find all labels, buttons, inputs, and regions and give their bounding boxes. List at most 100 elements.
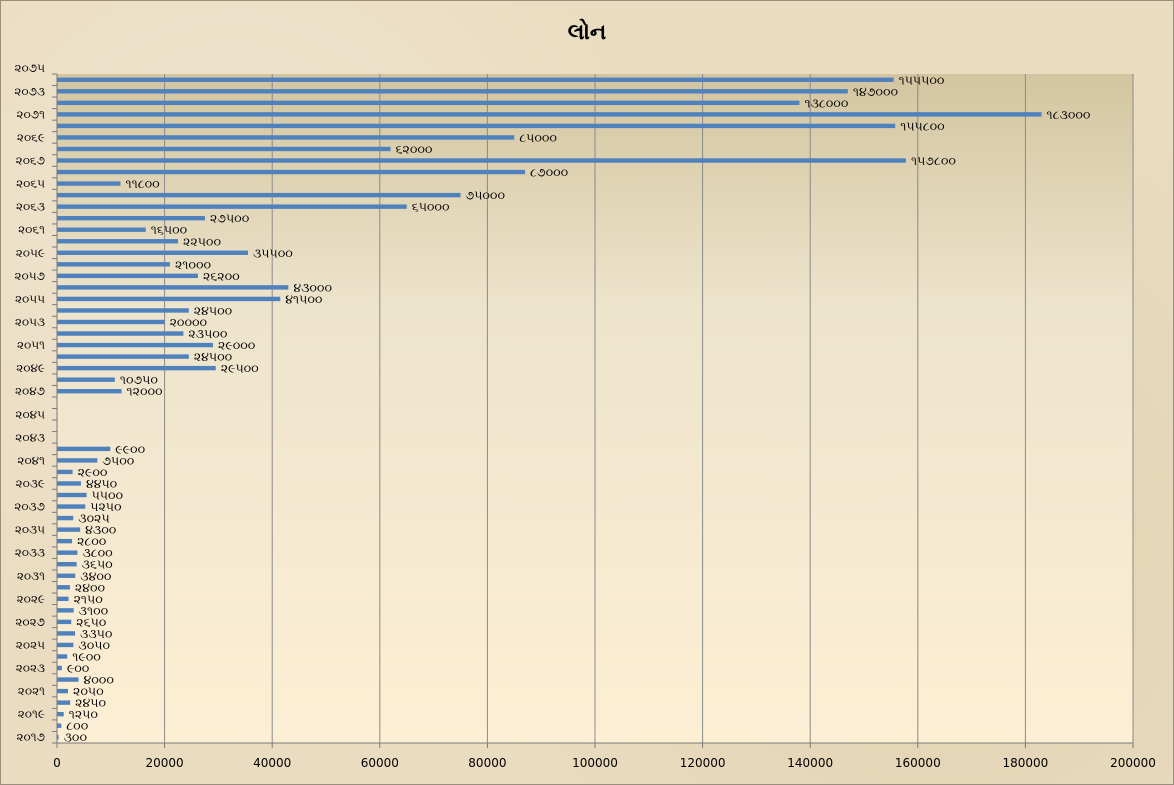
bar	[57, 331, 184, 336]
data-label: ૧૦૭૫૦	[120, 372, 159, 387]
data-label: ૩૩૫૦	[80, 626, 113, 641]
data-label: ૩૮૦૦	[82, 545, 113, 560]
bar	[57, 192, 461, 198]
bar	[57, 585, 70, 590]
data-label: ૨૬૫૦	[76, 614, 107, 629]
y-tick-label: ૨૦૧૭	[17, 730, 46, 744]
x-tick-label: 60000	[361, 756, 399, 770]
y-tick-label: ૨૦૪૫	[15, 407, 45, 421]
data-label: ૨૨૫૦૦	[183, 234, 221, 249]
bar	[57, 665, 62, 671]
y-tick-label: ૨૦૫૯	[16, 246, 45, 260]
data-label: ૧૫૫૫૦૦	[899, 72, 945, 87]
bar	[57, 515, 74, 521]
data-label: ૨૭૫૦૦	[210, 211, 250, 226]
x-tick-label: 0	[53, 756, 61, 770]
y-tick-label: ૨૦૩૯	[16, 476, 45, 490]
data-label: ૨૦૦૦૦	[170, 314, 208, 329]
y-tick-label: ૨૦૭૫	[15, 61, 46, 75]
data-label: ૩૪૦૦	[80, 568, 112, 583]
data-label: ૨૯૦૦૦	[218, 338, 256, 353]
bar	[57, 504, 86, 509]
data-label: ૫૨૫૦	[90, 499, 122, 514]
data-label: ૧૯૦૦	[72, 649, 101, 664]
data-label: ૧૨૦૦૦	[127, 384, 164, 399]
y-tick-label: ૨૦૬૩	[16, 200, 45, 214]
data-label: ૨૪૫૦	[75, 695, 106, 710]
x-tick-label: 20000	[146, 756, 184, 770]
y-tick-label: ૨૦૩૩	[15, 546, 45, 560]
data-label: ૩૬૫૦	[82, 557, 114, 572]
data-label: ૨૩૫૦૦	[188, 326, 227, 341]
data-label: ૨૪૫૦૦	[194, 349, 233, 364]
data-label: ૧૬૫૦૦	[151, 222, 188, 237]
bar	[57, 388, 122, 394]
data-label: ૭૫૦૦	[102, 453, 134, 468]
bar	[57, 492, 87, 498]
data-label: ૩૫૫૦૦	[253, 245, 293, 260]
data-label: ૬૫૦૦૦	[412, 199, 450, 214]
data-label: ૨૯૦૦	[78, 464, 108, 479]
bar	[57, 677, 79, 682]
gridlines	[164, 74, 1134, 743]
data-label: ૨૯૫૦૦	[221, 361, 259, 376]
data-label: ૪૧૫૦૦	[285, 291, 323, 306]
data-label: ૪૦૦૦	[84, 672, 115, 687]
y-tick-label: ૨૦૧૯	[18, 707, 45, 721]
y-tick-label: ૨૦૪૭	[15, 384, 45, 398]
data-label: ૩૦૨૫	[78, 511, 110, 526]
x-tick-label: 80000	[468, 756, 506, 770]
bar	[57, 538, 73, 544]
y-tick-label: ૨૦૬૭	[16, 154, 45, 168]
x-tick-label: 140000	[787, 756, 833, 770]
y-tick-label: ૨૦૩૭	[14, 500, 45, 514]
bar	[57, 527, 81, 532]
axes	[52, 73, 1134, 748]
bar	[57, 215, 205, 221]
y-tick-label: ૨૦૩૧	[17, 569, 45, 583]
data-label: ૨૪૦૦	[75, 580, 106, 595]
y-tick-label: ૨૦૨૩	[16, 661, 45, 675]
y-tick-label: ૨૦૩૫	[15, 523, 45, 537]
y-tick-label: ૨૦૨૭	[15, 615, 45, 629]
y-tick-label: ૨૦૨૯	[17, 592, 45, 606]
y-tick-label: ૨૦૫૫	[15, 292, 45, 306]
data-label: ૯૦૦	[67, 661, 90, 676]
data-label: ૧૧૮૦૦	[125, 176, 160, 191]
data-label: ૯૯૦૦	[115, 441, 145, 456]
data-label: ૨૧૦૦૦	[175, 257, 212, 272]
bar	[57, 642, 74, 648]
bar	[57, 308, 189, 313]
x-tick-label: 200000	[1110, 756, 1156, 770]
bar	[57, 262, 170, 267]
y-tick-label: ૨૦૪૯	[16, 361, 45, 375]
y-tick-label: ૨૦૨૧	[18, 684, 45, 698]
bar	[57, 735, 59, 740]
bar	[57, 619, 72, 625]
bar	[57, 700, 71, 705]
y-tick-label: ૨૦૪૩	[15, 430, 45, 444]
bar	[57, 100, 800, 106]
bar	[57, 112, 1042, 117]
y-tick-label: ૨૦૬૧	[18, 223, 45, 237]
x-tick-label: 160000	[895, 756, 941, 770]
data-label: ૧૪૭૦૦૦	[853, 84, 899, 99]
bar	[57, 711, 64, 717]
data-labels: ૩૦૦૮૦૦૧૨૫૦૨૪૫૦૨૦૫૦૪૦૦૦૯૦૦૧૯૦૦૩૦૫૦૩૩૫૦૨૬૫…	[64, 72, 1091, 744]
chart-title: લોન	[568, 18, 607, 45]
y-tick-label: ૨૦૫૭	[15, 269, 46, 283]
data-label: ૬૨૦૦૦	[396, 141, 433, 156]
bar	[57, 446, 111, 452]
y-tick-label: ૨૦૨૫	[16, 638, 45, 652]
x-tick-label: 100000	[572, 756, 618, 770]
bar	[57, 342, 214, 348]
data-label: ૮૫૦૦૦	[519, 130, 557, 145]
bar	[57, 239, 179, 244]
bar	[57, 550, 78, 555]
bar	[57, 146, 391, 152]
bar	[57, 688, 69, 694]
bar	[57, 596, 69, 602]
data-label: ૧૫૫૮૦૦	[900, 118, 945, 133]
